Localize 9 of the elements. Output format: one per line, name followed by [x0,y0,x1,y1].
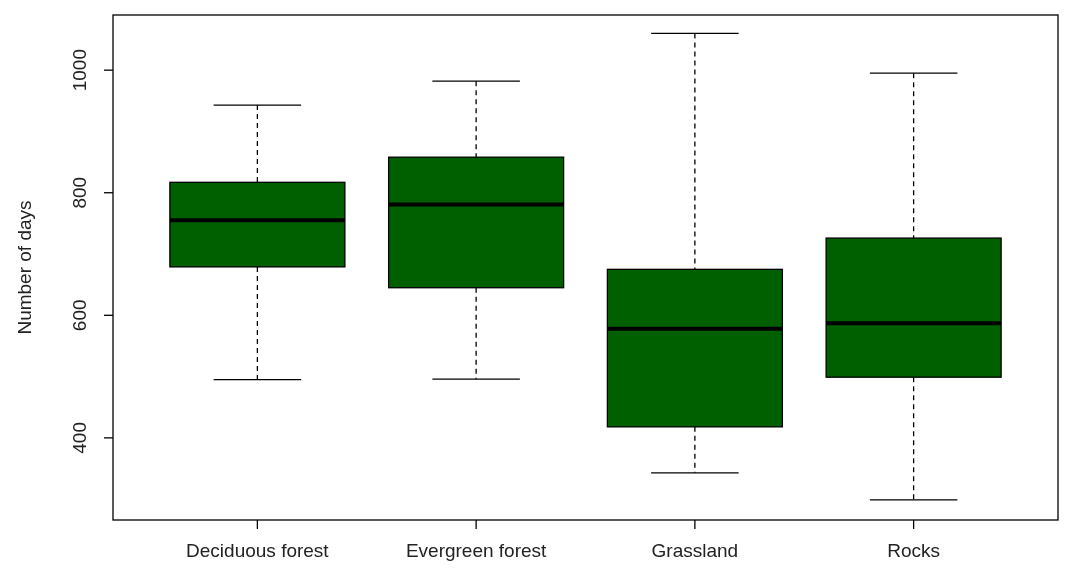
x-tick-label: Deciduous forest [186,540,330,561]
x-tick-label: Evergreen forest [405,540,548,561]
x-tick-label: Rocks [887,540,941,561]
x-tick-label: Grassland [651,540,739,561]
y-axis-title: Number of days [14,200,36,335]
y-tick-label: 400 [69,422,91,454]
y-tick-label: 800 [69,176,91,209]
y-tick-label: 600 [69,299,91,332]
y-tick-label: 1000 [69,49,91,92]
